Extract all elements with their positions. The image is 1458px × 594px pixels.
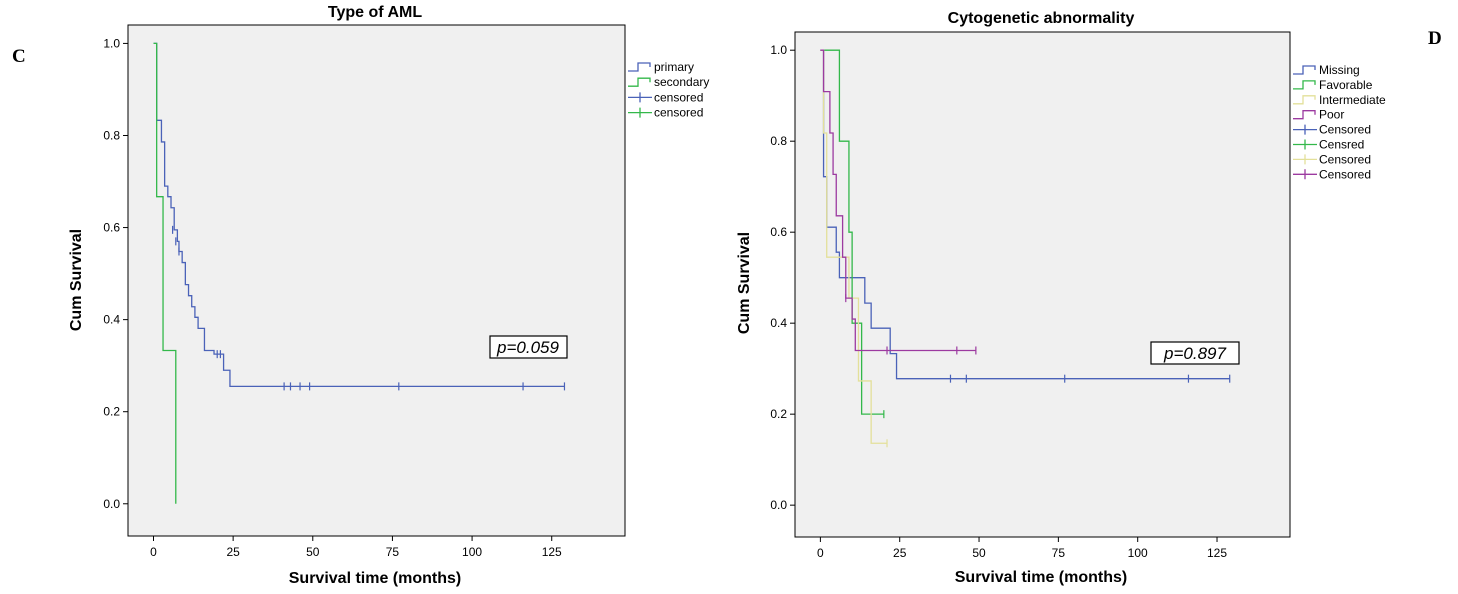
legend-label: primary	[654, 60, 694, 74]
survival-step-line	[153, 42, 177, 504]
legend-label: Intermediate	[1319, 93, 1386, 107]
legend-entry: Censored	[1293, 123, 1371, 137]
plot-area	[794, 31, 1291, 538]
y-tick-label: 0.8	[770, 134, 787, 148]
x-axis: 0 25 50 75 100 125	[817, 537, 1227, 560]
legend-label: Poor	[1319, 108, 1344, 122]
y-axis-label: Cum Survival	[68, 229, 85, 331]
x-axis: 0 25 50 75 100 125	[150, 536, 562, 559]
x-tick-label: 125	[542, 545, 562, 559]
y-tick-label: 1.0	[103, 36, 120, 50]
survival-step-line	[820, 49, 888, 444]
survival-step-line	[820, 49, 976, 352]
y-tick-label: 0.2	[103, 405, 120, 419]
series-primary	[153, 42, 566, 391]
survival-step-line	[820, 49, 884, 415]
y-tick-label: 0.4	[103, 313, 120, 327]
y-axis: 0.0 0.2 0.4 0.6 0.8 1.0	[103, 36, 128, 511]
x-tick-label: 100	[462, 545, 482, 559]
legend-step-swatch	[1293, 65, 1316, 75]
panel-label-d: D	[1428, 28, 1442, 49]
p-value-annotation: p=0.059	[489, 335, 568, 359]
legend-censor-swatch	[1293, 124, 1317, 135]
legend-entry: Censored	[1293, 152, 1371, 166]
y-tick-label: 0.8	[103, 128, 120, 142]
y-tick-label: 0.2	[770, 407, 787, 421]
x-tick-label: 125	[1207, 546, 1227, 560]
y-tick-label: 0.6	[770, 225, 787, 239]
y-tick-label: 1.0	[770, 43, 787, 57]
p-value-box	[489, 335, 568, 359]
survival-step-line	[153, 42, 565, 388]
series-layer	[820, 49, 1231, 448]
panel-label-c: C	[12, 46, 26, 67]
series-favorable	[820, 49, 885, 419]
series-poor	[820, 49, 977, 355]
series-layer	[153, 42, 566, 504]
legend-entry: Missing	[1293, 63, 1360, 77]
x-tick-label: 25	[893, 546, 907, 560]
x-tick-label: 75	[386, 545, 400, 559]
y-axis-label: Cum Survival	[736, 232, 753, 334]
series-intermediate	[820, 49, 888, 448]
x-tick-label: 25	[226, 545, 240, 559]
legend-entry: Poor	[1293, 108, 1344, 122]
x-tick-label: 50	[306, 545, 320, 559]
chart-title: Type of AML	[328, 4, 422, 21]
legend-label: Missing	[1319, 63, 1360, 77]
legend-label: censored	[654, 90, 703, 104]
legend-label: Censored	[1319, 123, 1371, 137]
p-value-text: p=0.059	[496, 338, 559, 357]
p-value-annotation: p=0.897	[1150, 341, 1240, 365]
legend-step-swatch	[1293, 80, 1316, 90]
legend-entry: primary	[628, 60, 694, 74]
legend-label: Censred	[1319, 138, 1364, 152]
chart-title: Cytogenetic abnormality	[948, 10, 1135, 27]
series-secondary	[153, 42, 177, 504]
legend: MissingFavorableIntermediatePoorCensored…	[1293, 63, 1386, 181]
legend-entry: Favorable	[1293, 78, 1373, 92]
legend-entry: secondary	[628, 75, 709, 89]
x-axis-label: Survival time (months)	[289, 570, 461, 587]
legend-step-swatch	[1293, 95, 1316, 105]
legend-step-swatch	[1293, 110, 1316, 120]
legend-entry: Intermediate	[1293, 93, 1386, 107]
y-tick-label: 0.0	[103, 497, 120, 511]
x-tick-label: 100	[1128, 546, 1148, 560]
p-value-box	[1150, 341, 1240, 365]
legend-label: Censored	[1319, 167, 1371, 181]
y-tick-label: 0.0	[770, 498, 787, 512]
legend-label: censored	[654, 106, 703, 120]
legend-censor-swatch	[1293, 139, 1317, 150]
plot-area	[127, 24, 626, 537]
legend-label: Favorable	[1319, 78, 1373, 92]
p-value-text: p=0.897	[1163, 344, 1226, 363]
chart-type-of-aml: C Type of AML 0.0 0.2 0.4 0.6 0.8 1.0 0 25 50 75…	[12, 4, 709, 587]
x-axis-label: Survival time (months)	[955, 569, 1127, 586]
legend-censor-swatch	[1293, 169, 1317, 180]
x-tick-label: 75	[1052, 546, 1066, 560]
x-tick-label: 0	[150, 545, 157, 559]
legend-step-swatch	[628, 77, 651, 87]
legend-step-swatch	[628, 62, 651, 72]
legend-censor-swatch	[628, 92, 652, 103]
legend-entry: Censred	[1293, 138, 1364, 152]
legend-label: secondary	[654, 75, 709, 89]
x-tick-label: 50	[972, 546, 986, 560]
y-tick-label: 0.6	[103, 221, 120, 235]
legend-entry: censored	[628, 106, 703, 120]
y-tick-label: 0.4	[770, 316, 787, 330]
x-tick-label: 0	[817, 546, 824, 560]
legend-censor-swatch	[628, 107, 652, 118]
legend-label: Censored	[1319, 152, 1371, 166]
legend-entry: censored	[628, 90, 703, 104]
chart-cytogenetic-abnormality: D Cytogenetic abnormality 0.00.20.40.60.…	[736, 10, 1442, 586]
legend-entry: Censored	[1293, 167, 1371, 181]
legend-censor-swatch	[1293, 154, 1317, 165]
y-axis: 0.0 0.2 0.4 0.6 0.8 1.0	[770, 43, 795, 512]
